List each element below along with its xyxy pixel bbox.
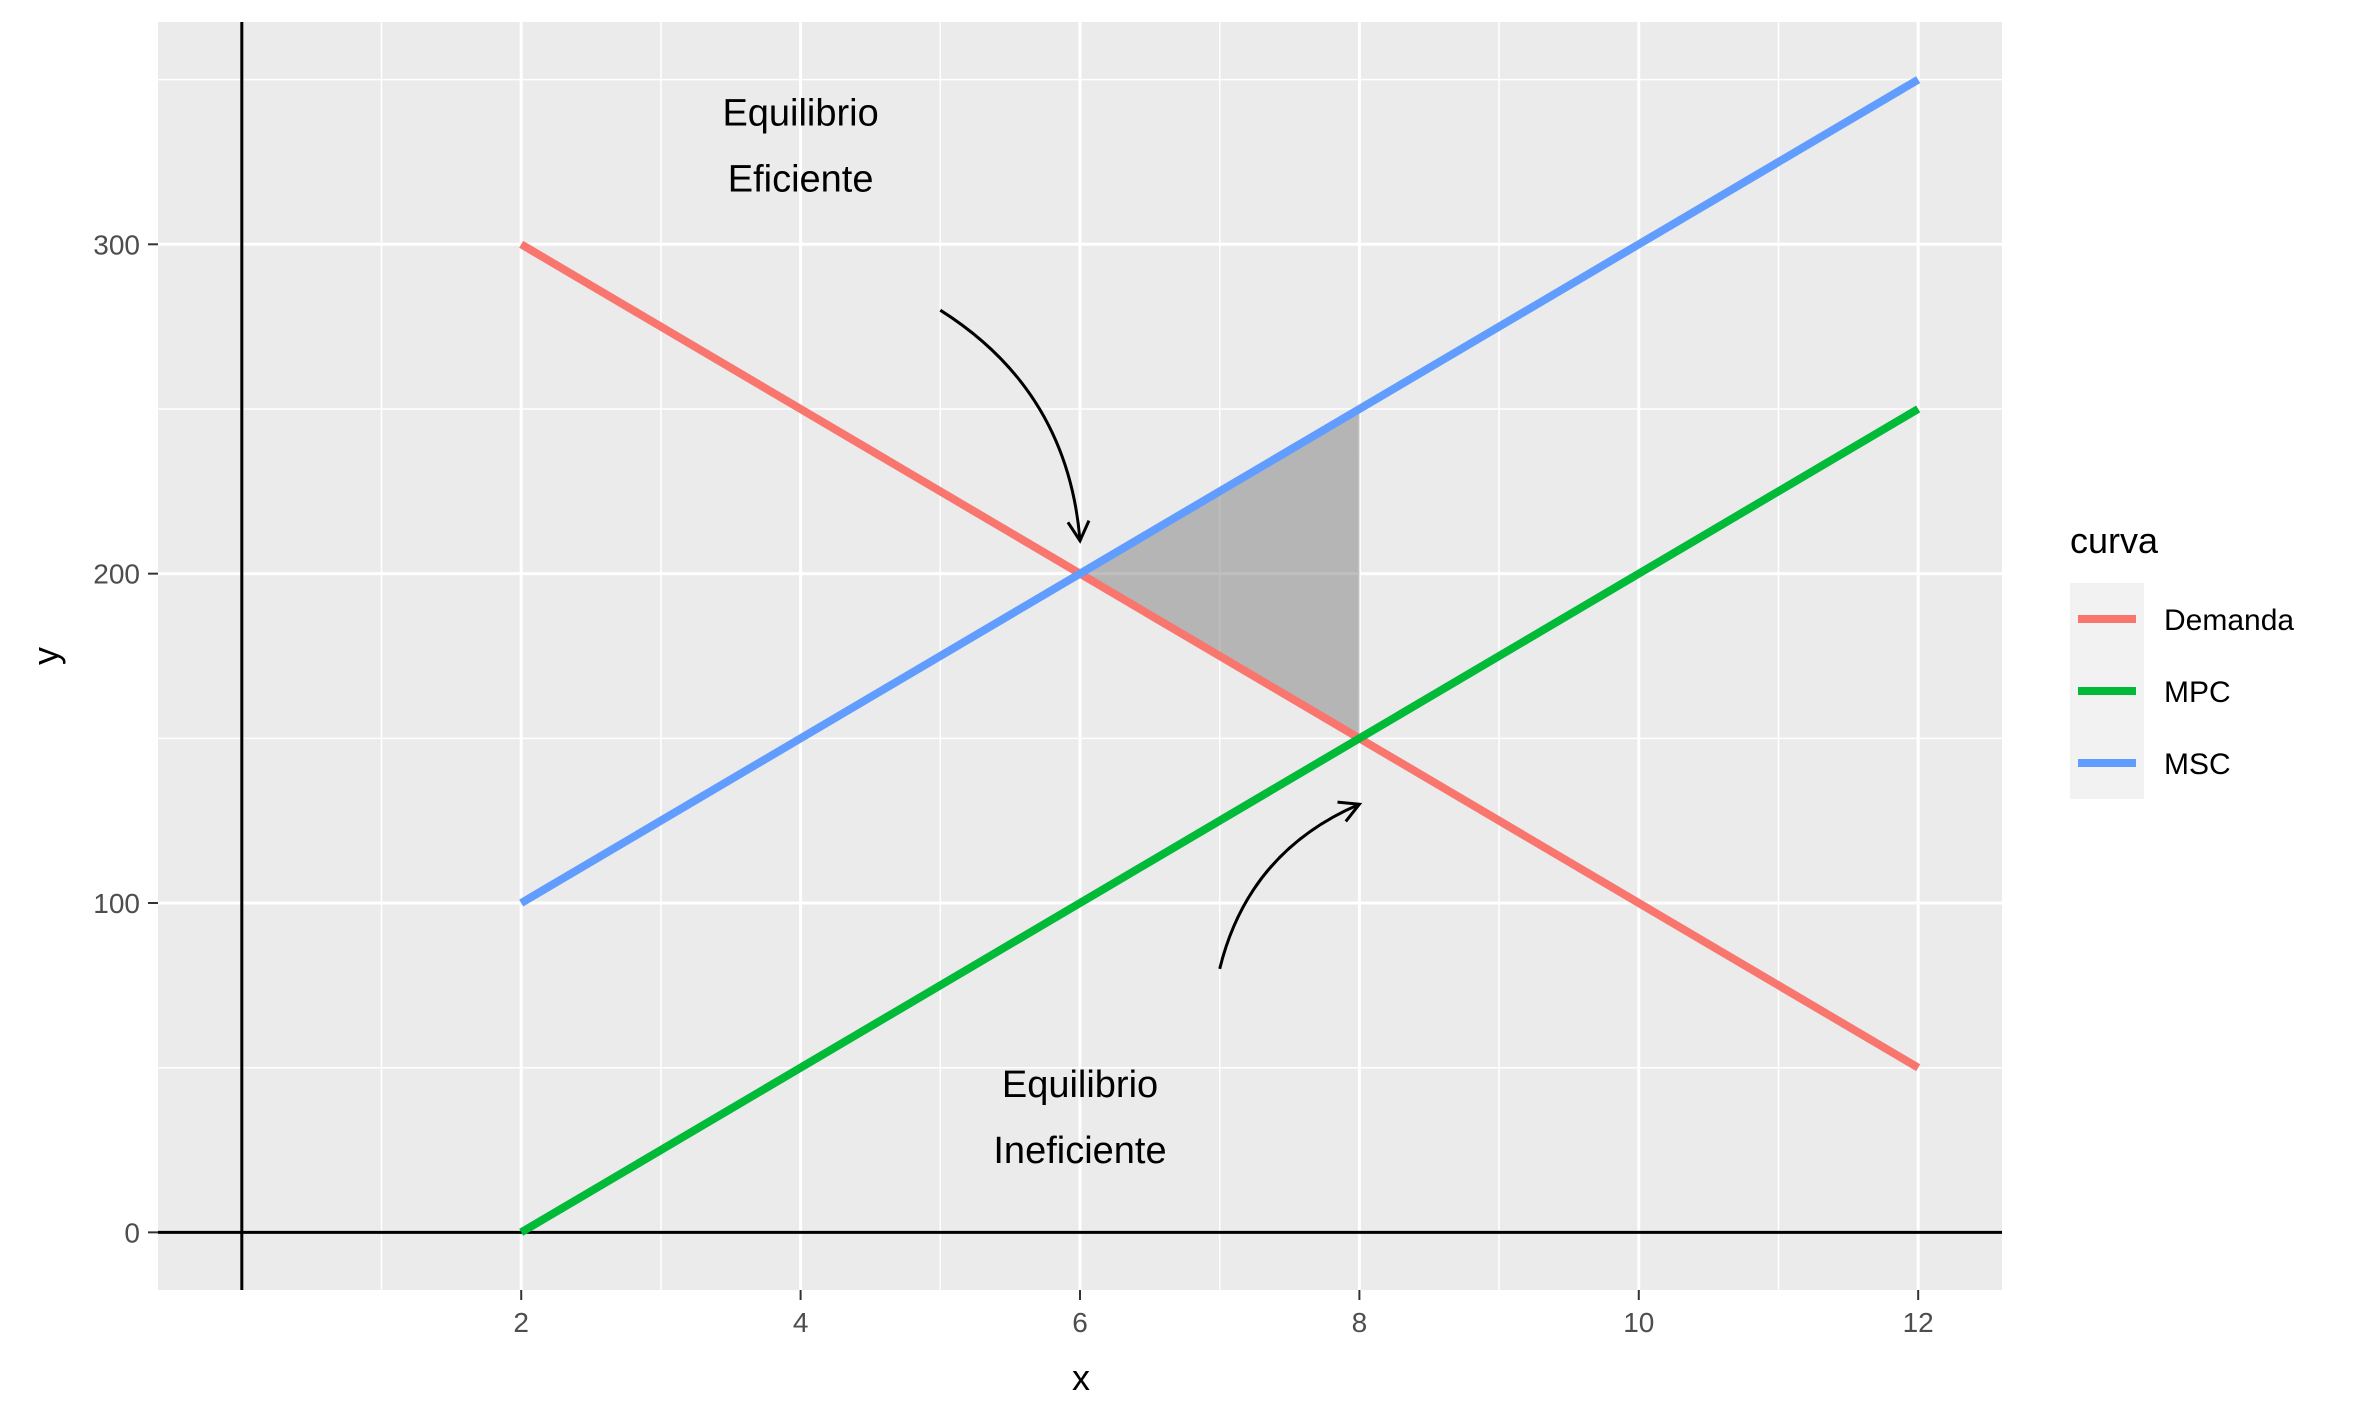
series-lines [519,76,1921,1236]
x-tick-label: 8 [1352,1307,1368,1338]
y-axis-title: y [25,647,66,665]
legend-label-demanda: Demanda [2164,604,2294,637]
annotation-2-line-1: Equilibrio [1002,1064,1158,1106]
annotation-1-line-1: Equilibrio [722,93,878,135]
legend: Demanda MPC MSC [2070,583,2294,799]
annotation-1-line-2: Eficiente [728,159,874,201]
reference-lines [158,22,2002,1290]
arrow-head-2 [1337,800,1363,823]
x-axis-title: x [1072,1357,1090,1398]
x-tick-label: 2 [513,1307,529,1338]
y-tick-label: 0 [124,1217,140,1248]
x-tick-label: 4 [793,1307,809,1338]
x-tick-label: 12 [1903,1307,1934,1338]
x-tick-label: 10 [1623,1307,1654,1338]
legend-label-mpc: MPC [2164,676,2231,709]
annotation-arrows [939,308,1363,970]
arrow-curve-1 [939,308,1082,541]
y-tick-label: 100 [93,888,140,919]
x-tick-label: 6 [1072,1307,1088,1338]
y-tick-label: 300 [93,229,140,260]
series-line-mpc [519,405,1921,1236]
shaded-region [1080,408,1360,739]
series-line-msc [519,76,1921,907]
axis-ticks: 2 4 6 8 10 12 0 100 200 300 [93,229,1933,1338]
annotation-2-line-2: Ineficiente [993,1130,1166,1172]
annotation-labels: Equilibrio Eficiente Equilibrio Ineficiente [722,93,1166,1173]
y-tick-label: 200 [93,559,140,590]
legend-title: curva [2070,520,2159,561]
shaded-region-layer [1080,408,1360,739]
arrow-head-1 [1066,520,1091,544]
series-line-demanda [519,240,1921,1072]
legend-label-msc: MSC [2164,748,2231,781]
arrow-curve-2 [1218,802,1360,970]
